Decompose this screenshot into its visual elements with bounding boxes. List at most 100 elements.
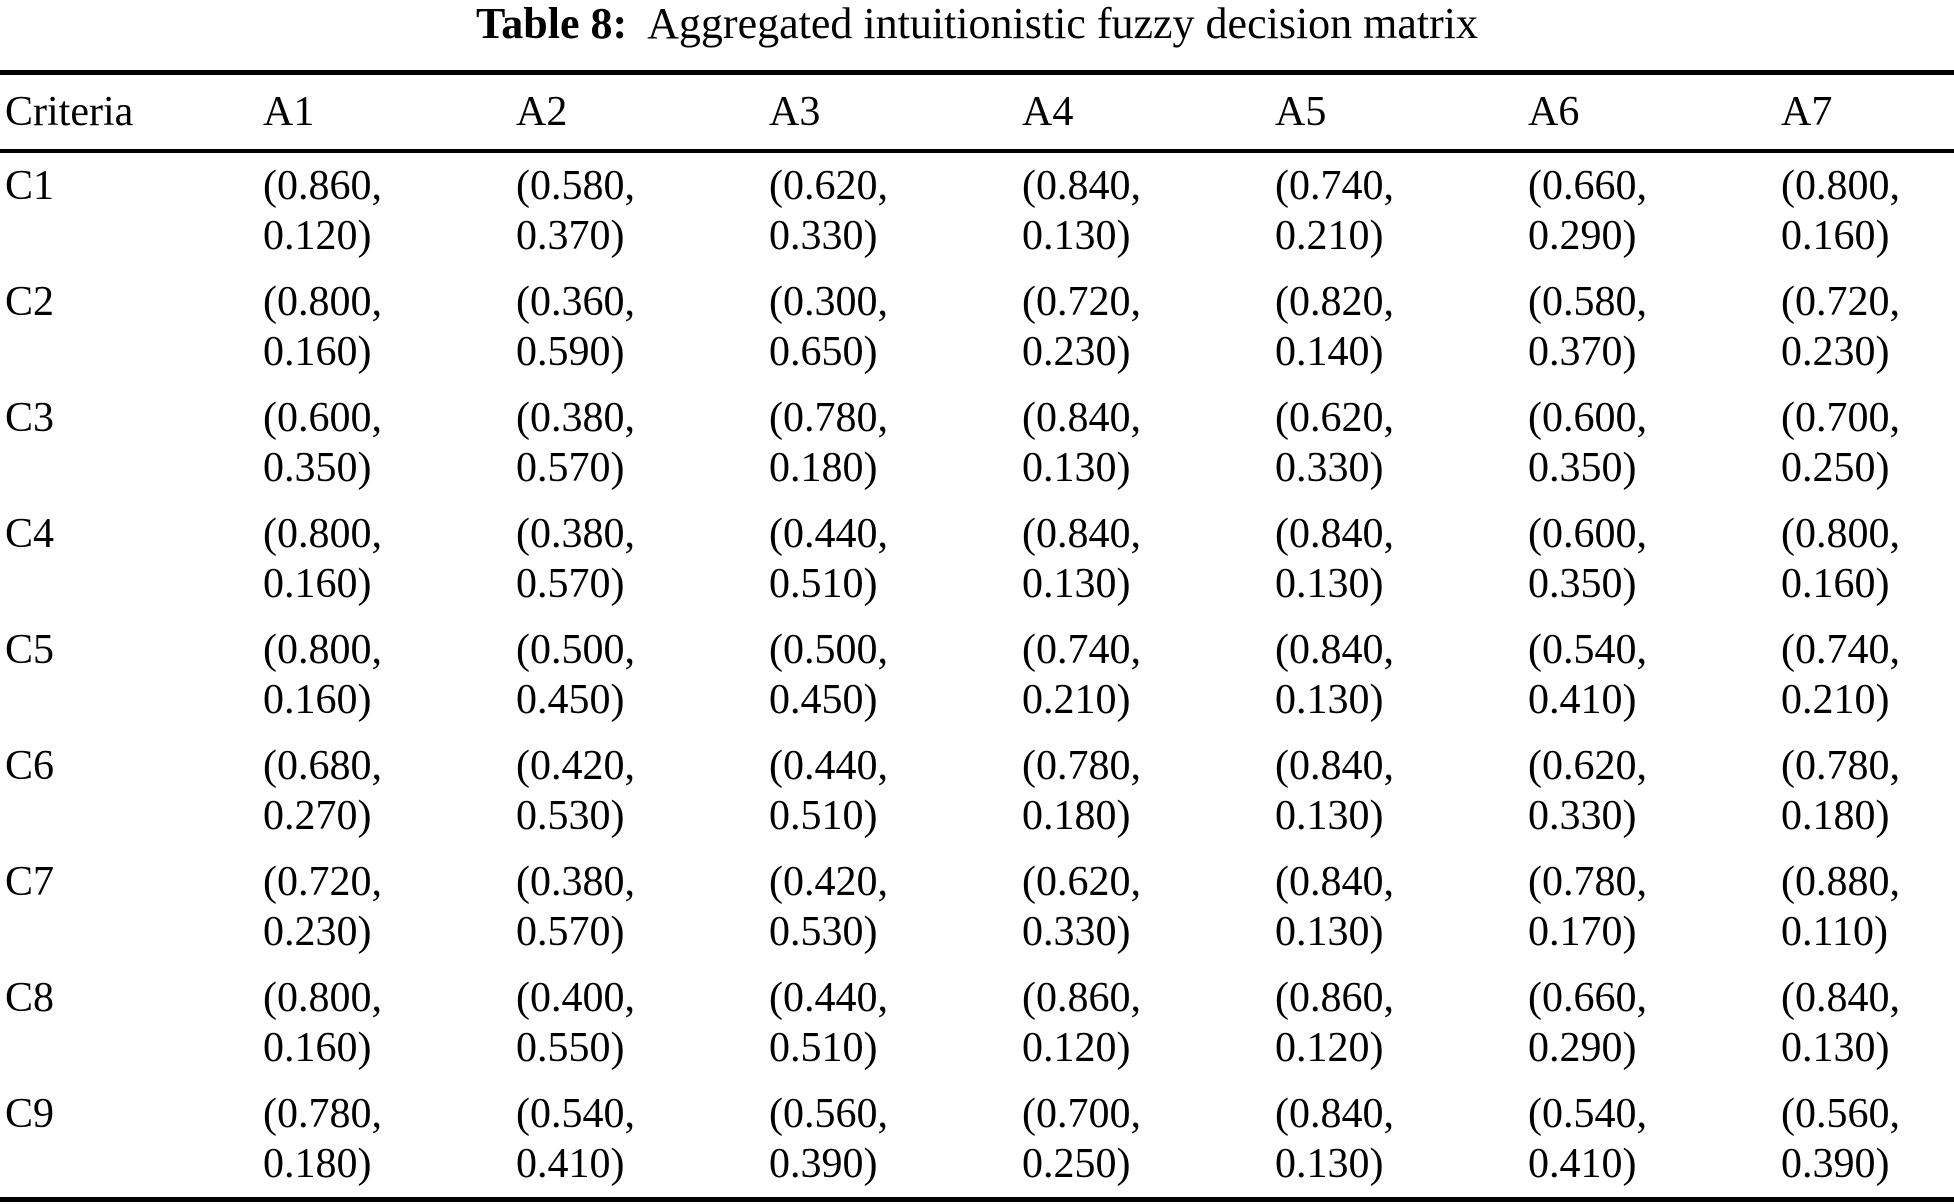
membership-value: (0.620, xyxy=(1275,395,1394,441)
membership-value: (0.800, xyxy=(263,511,382,557)
fuzzy-pair-cell: (0.620, 0.330) xyxy=(769,151,1022,269)
nonmembership-value: 0.230) xyxy=(1781,329,1890,375)
fuzzy-pair-cell: (0.620, 0.330) xyxy=(1022,849,1275,965)
fuzzy-pair-cell: (0.540, 0.410) xyxy=(516,1081,769,1200)
table-row: C1 (0.860, 0.120) (0.580, 0.370) (0.620, 0.330… xyxy=(0,151,1954,269)
membership-value: (0.500, xyxy=(516,627,635,673)
nonmembership-value: 0.170) xyxy=(1528,909,1637,955)
nonmembership-value: 0.160) xyxy=(263,1025,372,1071)
table-caption-label: Table 8: xyxy=(475,0,628,48)
nonmembership-value: 0.290) xyxy=(1528,1025,1637,1071)
fuzzy-pair-cell: (0.800, 0.160) xyxy=(263,269,516,385)
fuzzy-pair-cell: (0.660, 0.290) xyxy=(1528,965,1781,1081)
nonmembership-value: 0.570) xyxy=(516,909,625,955)
nonmembership-value: 0.450) xyxy=(769,677,878,723)
fuzzy-pair-cell: (0.720, 0.230) xyxy=(1022,269,1275,385)
fuzzy-pair-cell: (0.800, 0.160) xyxy=(263,965,516,1081)
fuzzy-pair-cell: (0.840, 0.130) xyxy=(1275,501,1528,617)
fuzzy-pair-cell: (0.540, 0.410) xyxy=(1528,1081,1781,1200)
table-body: C1 (0.860, 0.120) (0.580, 0.370) (0.620, 0.330… xyxy=(0,151,1954,1200)
membership-value: (0.580, xyxy=(516,163,635,209)
column-header-a6: A6 xyxy=(1528,72,1781,153)
criterion-label: C7 xyxy=(5,859,55,905)
nonmembership-value: 0.450) xyxy=(516,677,625,723)
nonmembership-value: 0.530) xyxy=(769,909,878,955)
fuzzy-pair-cell: (0.720, 0.230) xyxy=(263,849,516,965)
membership-value: (0.560, xyxy=(769,1091,888,1137)
fuzzy-pair-cell: (0.600, 0.350) xyxy=(1528,501,1781,617)
nonmembership-value: 0.330) xyxy=(1022,909,1131,955)
criterion-label: C5 xyxy=(5,627,55,673)
membership-value: (0.800, xyxy=(263,975,382,1021)
membership-value: (0.840, xyxy=(1275,511,1394,557)
membership-value: (0.780, xyxy=(1022,743,1141,789)
nonmembership-value: 0.370) xyxy=(1528,329,1637,375)
fuzzy-pair-cell: (0.580, 0.370) xyxy=(1528,269,1781,385)
criterion-label: C3 xyxy=(5,395,55,441)
nonmembership-value: 0.130) xyxy=(1275,909,1384,955)
nonmembership-value: 0.210) xyxy=(1275,213,1384,259)
fuzzy-pair-cell: (0.440, 0.510) xyxy=(769,733,1022,849)
fuzzy-pair-cell: (0.740, 0.210) xyxy=(1781,617,1954,733)
nonmembership-value: 0.210) xyxy=(1781,677,1890,723)
fuzzy-pair-cell: (0.860, 0.120) xyxy=(1022,965,1275,1081)
membership-value: (0.720, xyxy=(263,859,382,905)
nonmembership-value: 0.410) xyxy=(1528,1141,1637,1187)
membership-value: (0.620, xyxy=(1022,859,1141,905)
fuzzy-pair-cell: (0.860, 0.120) xyxy=(1275,965,1528,1081)
nonmembership-value: 0.550) xyxy=(516,1025,625,1071)
fuzzy-pair-cell: (0.740, 0.210) xyxy=(1022,617,1275,733)
nonmembership-value: 0.230) xyxy=(1022,329,1131,375)
fuzzy-pair-cell: (0.720, 0.230) xyxy=(1781,269,1954,385)
fuzzy-pair-cell: (0.800, 0.160) xyxy=(263,617,516,733)
membership-value: (0.500, xyxy=(769,627,888,673)
membership-value: (0.380, xyxy=(516,511,635,557)
membership-value: (0.740, xyxy=(1275,163,1394,209)
fuzzy-pair-cell: (0.680, 0.270) xyxy=(263,733,516,849)
criterion-label: C8 xyxy=(5,975,55,1021)
fuzzy-pair-cell: (0.840, 0.130) xyxy=(1275,849,1528,965)
nonmembership-value: 0.330) xyxy=(1528,793,1637,839)
membership-value: (0.800, xyxy=(1781,511,1900,557)
fuzzy-pair-cell: (0.840, 0.130) xyxy=(1275,733,1528,849)
nonmembership-value: 0.160) xyxy=(263,329,372,375)
nonmembership-value: 0.410) xyxy=(516,1141,625,1187)
fuzzy-pair-cell: (0.780, 0.170) xyxy=(1528,849,1781,965)
nonmembership-value: 0.510) xyxy=(769,561,878,607)
fuzzy-pair-cell: (0.600, 0.350) xyxy=(263,385,516,501)
fuzzy-pair-cell: (0.500, 0.450) xyxy=(516,617,769,733)
nonmembership-value: 0.570) xyxy=(516,445,625,491)
membership-value: (0.720, xyxy=(1781,279,1900,325)
fuzzy-pair-cell: (0.800, 0.160) xyxy=(1781,501,1954,617)
nonmembership-value: 0.510) xyxy=(769,793,878,839)
membership-value: (0.440, xyxy=(769,975,888,1021)
fuzzy-pair-cell: (0.840, 0.130) xyxy=(1275,1081,1528,1200)
membership-value: (0.720, xyxy=(1022,279,1141,325)
nonmembership-value: 0.130) xyxy=(1275,677,1384,723)
nonmembership-value: 0.130) xyxy=(1275,561,1384,607)
nonmembership-value: 0.130) xyxy=(1022,213,1131,259)
membership-value: (0.660, xyxy=(1528,163,1647,209)
fuzzy-pair-cell: (0.860, 0.120) xyxy=(263,151,516,269)
nonmembership-value: 0.270) xyxy=(263,793,372,839)
nonmembership-value: 0.120) xyxy=(1275,1025,1384,1071)
fuzzy-pair-cell: (0.840, 0.130) xyxy=(1022,501,1275,617)
nonmembership-value: 0.180) xyxy=(1781,793,1890,839)
fuzzy-pair-cell: (0.800, 0.160) xyxy=(263,501,516,617)
fuzzy-pair-cell: (0.660, 0.290) xyxy=(1528,151,1781,269)
fuzzy-decision-matrix-table: Criteria A1 A2 A3 A4 A5 A6 A7 C1 (0.860, 0.120) (0… xyxy=(0,70,1954,1202)
fuzzy-pair-cell: (0.420, 0.530) xyxy=(516,733,769,849)
fuzzy-pair-cell: (0.700, 0.250) xyxy=(1781,385,1954,501)
membership-value: (0.840, xyxy=(1275,627,1394,673)
column-header-a2: A2 xyxy=(516,72,769,153)
fuzzy-pair-cell: (0.740, 0.210) xyxy=(1275,151,1528,269)
fuzzy-pair-cell: (0.780, 0.180) xyxy=(1781,733,1954,849)
membership-value: (0.780, xyxy=(769,395,888,441)
membership-value: (0.840, xyxy=(1022,395,1141,441)
criterion-label: C2 xyxy=(5,279,55,325)
fuzzy-pair-cell: (0.380, 0.570) xyxy=(516,385,769,501)
membership-value: (0.380, xyxy=(516,859,635,905)
table-row: C5 (0.800, 0.160) (0.500, 0.450) (0.500, 0.450… xyxy=(0,617,1954,733)
nonmembership-value: 0.160) xyxy=(263,677,372,723)
membership-value: (0.420, xyxy=(769,859,888,905)
